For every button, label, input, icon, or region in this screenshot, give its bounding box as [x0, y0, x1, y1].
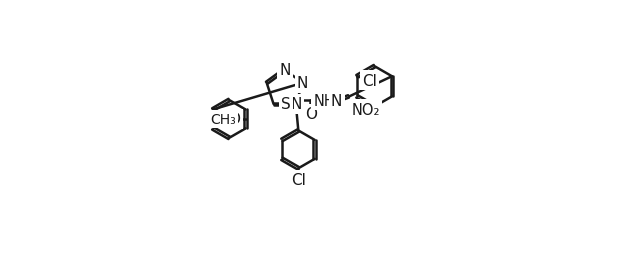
Text: NO₂: NO₂: [351, 102, 380, 117]
Text: N: N: [290, 97, 301, 112]
Text: N: N: [331, 93, 342, 108]
Text: Cl: Cl: [291, 172, 306, 187]
Text: O: O: [305, 106, 317, 121]
Text: N: N: [279, 63, 291, 78]
Text: Cl: Cl: [362, 73, 377, 88]
Text: N: N: [297, 76, 308, 91]
Text: CH₃: CH₃: [210, 113, 236, 126]
Text: NH: NH: [313, 93, 335, 108]
Text: O: O: [228, 112, 240, 127]
Text: S: S: [282, 97, 291, 112]
